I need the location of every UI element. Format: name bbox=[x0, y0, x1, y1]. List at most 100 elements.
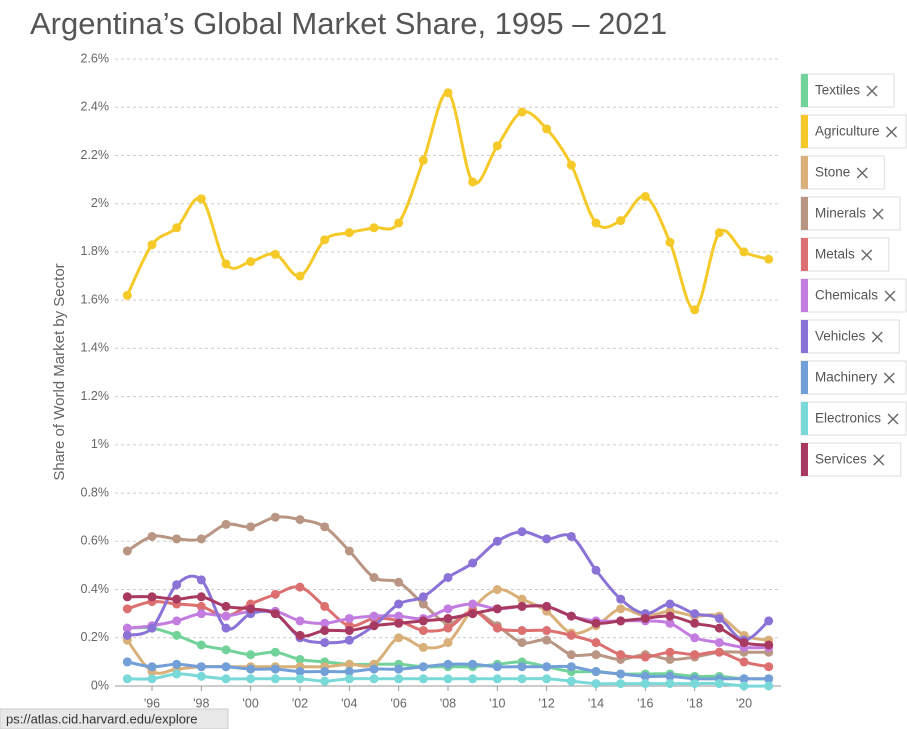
data-point bbox=[665, 679, 675, 689]
data-point bbox=[246, 664, 256, 674]
y-tick-label: 2% bbox=[91, 196, 109, 210]
x-tick-label: '00 bbox=[243, 696, 259, 710]
data-point bbox=[640, 652, 650, 662]
data-point bbox=[394, 633, 404, 643]
data-point bbox=[616, 616, 626, 626]
data-point bbox=[221, 519, 231, 529]
data-point bbox=[443, 88, 453, 98]
data-point bbox=[616, 650, 626, 660]
legend-item[interactable]: Textiles bbox=[800, 73, 895, 108]
data-point bbox=[418, 592, 428, 602]
legend-remove-icon[interactable] bbox=[887, 413, 899, 425]
legend-label: Machinery bbox=[815, 370, 878, 385]
data-point bbox=[270, 249, 280, 259]
legend-remove-icon[interactable] bbox=[886, 126, 898, 138]
legend-swatch bbox=[801, 238, 808, 271]
data-point bbox=[122, 290, 132, 300]
legend-label: Vehicles bbox=[815, 329, 866, 344]
data-point bbox=[246, 604, 256, 614]
series-line bbox=[125, 91, 770, 312]
data-point bbox=[147, 662, 157, 672]
y-tick-label: 1.6% bbox=[81, 292, 110, 306]
data-point bbox=[714, 638, 724, 648]
legend-remove-icon[interactable] bbox=[866, 85, 878, 97]
legend-item[interactable]: Minerals bbox=[800, 196, 901, 231]
data-point bbox=[566, 676, 576, 686]
data-point bbox=[196, 662, 206, 672]
data-point bbox=[616, 594, 626, 604]
data-point bbox=[591, 218, 601, 228]
legend-remove-icon[interactable] bbox=[884, 290, 896, 302]
legend-item[interactable]: Machinery bbox=[800, 360, 907, 395]
data-point bbox=[270, 664, 280, 674]
legend-item[interactable]: Stone bbox=[800, 155, 885, 190]
data-point bbox=[542, 662, 552, 672]
y-tick-label: 0.8% bbox=[81, 485, 110, 499]
data-point bbox=[468, 558, 478, 568]
legend-remove-icon[interactable] bbox=[873, 454, 885, 466]
legend-remove-icon[interactable] bbox=[856, 167, 868, 179]
data-point bbox=[739, 674, 749, 684]
data-point bbox=[221, 259, 231, 269]
y-tick-label: 2.2% bbox=[81, 148, 110, 162]
x-tick-label: '16 bbox=[637, 696, 653, 710]
legend-remove-icon[interactable] bbox=[871, 331, 883, 343]
data-point bbox=[295, 616, 305, 626]
data-point bbox=[517, 674, 527, 684]
data-point bbox=[320, 601, 330, 611]
data-point bbox=[320, 667, 330, 677]
data-point bbox=[517, 638, 527, 648]
legend-item[interactable]: Chemicals bbox=[800, 278, 907, 313]
data-point bbox=[690, 609, 700, 619]
y-tick-label: 2.6% bbox=[81, 51, 110, 65]
data-point bbox=[468, 599, 478, 609]
legend-remove-icon[interactable] bbox=[861, 249, 873, 261]
data-point bbox=[344, 674, 354, 684]
legend-box bbox=[800, 196, 901, 231]
legend-box bbox=[800, 237, 890, 272]
data-point bbox=[566, 630, 576, 640]
data-point bbox=[122, 546, 132, 556]
legend-item[interactable]: Metals bbox=[800, 237, 890, 272]
data-point bbox=[591, 565, 601, 575]
data-point bbox=[369, 621, 379, 631]
data-point bbox=[443, 638, 453, 648]
data-point bbox=[369, 572, 379, 582]
data-point bbox=[591, 638, 601, 648]
data-point bbox=[320, 235, 330, 245]
x-tick-label: '98 bbox=[193, 696, 209, 710]
status-bar bbox=[0, 708, 229, 729]
data-point bbox=[122, 604, 132, 614]
data-point bbox=[270, 674, 280, 684]
y-axis-label: Share of World Market by Sector bbox=[51, 263, 68, 480]
legend-box bbox=[800, 442, 902, 477]
data-point bbox=[295, 630, 305, 640]
data-point bbox=[196, 640, 206, 650]
data-point bbox=[665, 611, 675, 621]
data-point bbox=[665, 237, 675, 247]
y-tick-label: 0.6% bbox=[81, 534, 110, 548]
data-point bbox=[320, 638, 330, 648]
data-point bbox=[246, 522, 256, 532]
data-point bbox=[665, 647, 675, 657]
data-point bbox=[246, 257, 256, 267]
data-point bbox=[616, 669, 626, 679]
legend-remove-icon[interactable] bbox=[872, 208, 884, 220]
data-point bbox=[591, 667, 601, 677]
legend-item[interactable]: Vehicles bbox=[800, 319, 900, 354]
data-point bbox=[492, 674, 502, 684]
legend-item[interactable]: Services bbox=[800, 442, 902, 477]
data-point bbox=[714, 228, 724, 238]
data-point bbox=[418, 599, 428, 609]
legend-item[interactable]: Agriculture bbox=[800, 114, 907, 149]
data-point bbox=[344, 613, 354, 623]
legend-remove-icon[interactable] bbox=[883, 372, 895, 384]
data-point bbox=[246, 674, 256, 684]
y-tick-label: 1.4% bbox=[81, 341, 110, 355]
legend-item[interactable]: Electronics bbox=[800, 401, 907, 436]
data-point bbox=[517, 594, 527, 604]
data-point bbox=[172, 616, 182, 626]
data-point bbox=[196, 671, 206, 681]
legend-swatch bbox=[801, 361, 808, 394]
